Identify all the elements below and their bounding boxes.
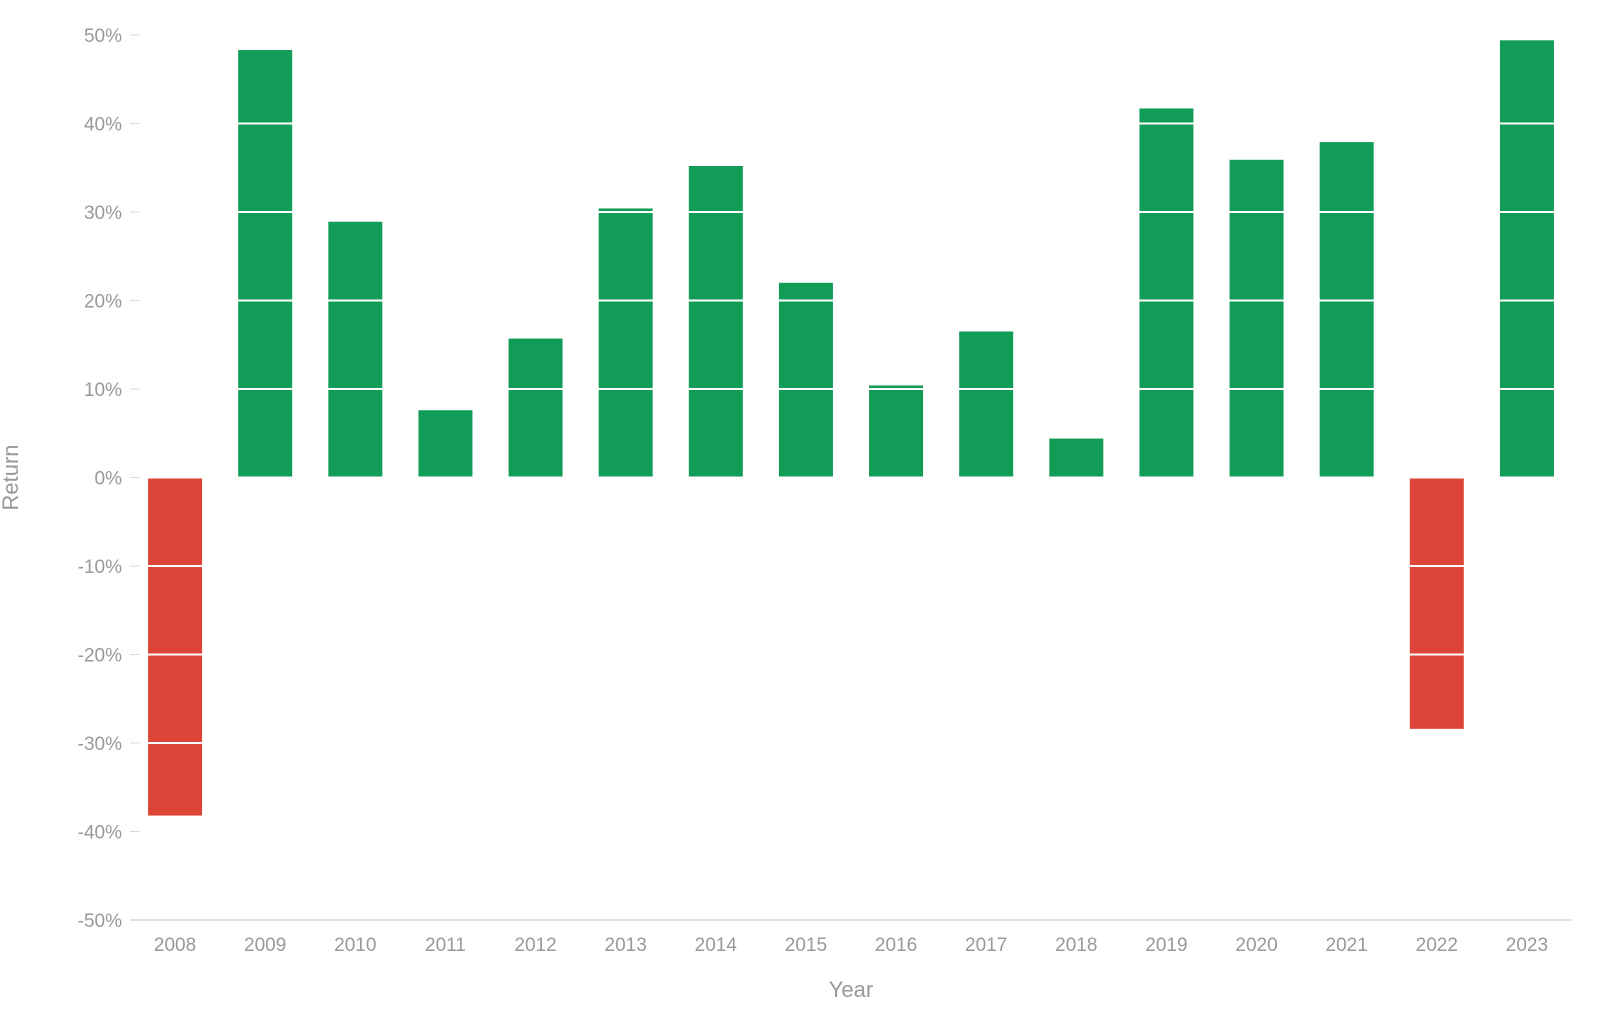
x-tick-label: 2014 bbox=[695, 935, 738, 956]
x-tick-label: 2023 bbox=[1506, 935, 1548, 956]
bar-2013 bbox=[598, 208, 653, 478]
bar-2011 bbox=[418, 410, 473, 478]
x-tick-label: 2015 bbox=[785, 935, 827, 956]
bar-2014 bbox=[688, 165, 743, 478]
y-tick-label: 20% bbox=[84, 292, 122, 313]
y-tick-label: -40% bbox=[78, 823, 122, 844]
bar-2021 bbox=[1319, 142, 1374, 478]
bars bbox=[148, 40, 1554, 816]
y-tick-label: 0% bbox=[95, 469, 123, 490]
y-tick-label: 50% bbox=[84, 26, 122, 47]
y-tick-label: 40% bbox=[84, 115, 122, 136]
bar-2010 bbox=[328, 221, 383, 478]
x-tick-label: 2022 bbox=[1416, 935, 1458, 956]
x-tick-label: 2016 bbox=[875, 935, 917, 956]
y-tick-label: -10% bbox=[78, 557, 122, 578]
x-axis-title: Year bbox=[829, 977, 873, 1002]
y-tick-label: -20% bbox=[78, 646, 122, 667]
bar-2022 bbox=[1409, 477, 1464, 729]
x-tick-label: 2009 bbox=[244, 935, 286, 956]
bar-2017 bbox=[959, 331, 1014, 478]
x-tick-label: 2010 bbox=[334, 935, 376, 956]
bar-2015 bbox=[778, 282, 833, 478]
y-axis-title: Return bbox=[0, 444, 23, 510]
x-tick-label: 2020 bbox=[1235, 935, 1277, 956]
bar-2016 bbox=[869, 385, 924, 478]
x-tick-label: 2018 bbox=[1055, 935, 1097, 956]
y-tick-label: -30% bbox=[78, 734, 122, 755]
bar-2023 bbox=[1499, 40, 1554, 478]
x-tick-label: 2021 bbox=[1326, 935, 1368, 956]
bar-2018 bbox=[1049, 438, 1104, 478]
bar-2020 bbox=[1229, 159, 1284, 478]
bar-2008 bbox=[148, 477, 203, 816]
y-axis-ticks: 50% 40% 30% 20% 10% 0% -10% -20% -30% -40% -50% bbox=[78, 26, 140, 932]
y-tick-label: 30% bbox=[84, 203, 122, 224]
y-tick-label: -50% bbox=[78, 911, 122, 932]
x-axis-ticks: 2008 2009 2010 2011 2012 2013 2014 2015 2016 2017… bbox=[154, 935, 1548, 956]
bar-2009 bbox=[238, 50, 293, 478]
x-tick-label: 2011 bbox=[425, 935, 466, 956]
x-tick-label: 2008 bbox=[154, 935, 196, 956]
x-tick-label: 2013 bbox=[605, 935, 647, 956]
x-tick-label: 2019 bbox=[1145, 935, 1187, 956]
gridlines bbox=[140, 34, 1572, 833]
bar-2012 bbox=[508, 338, 563, 478]
y-tick-label: 10% bbox=[84, 380, 122, 401]
x-tick-label: 2017 bbox=[965, 935, 1007, 956]
bar-2019 bbox=[1139, 108, 1194, 478]
x-tick-label: 2012 bbox=[514, 935, 556, 956]
